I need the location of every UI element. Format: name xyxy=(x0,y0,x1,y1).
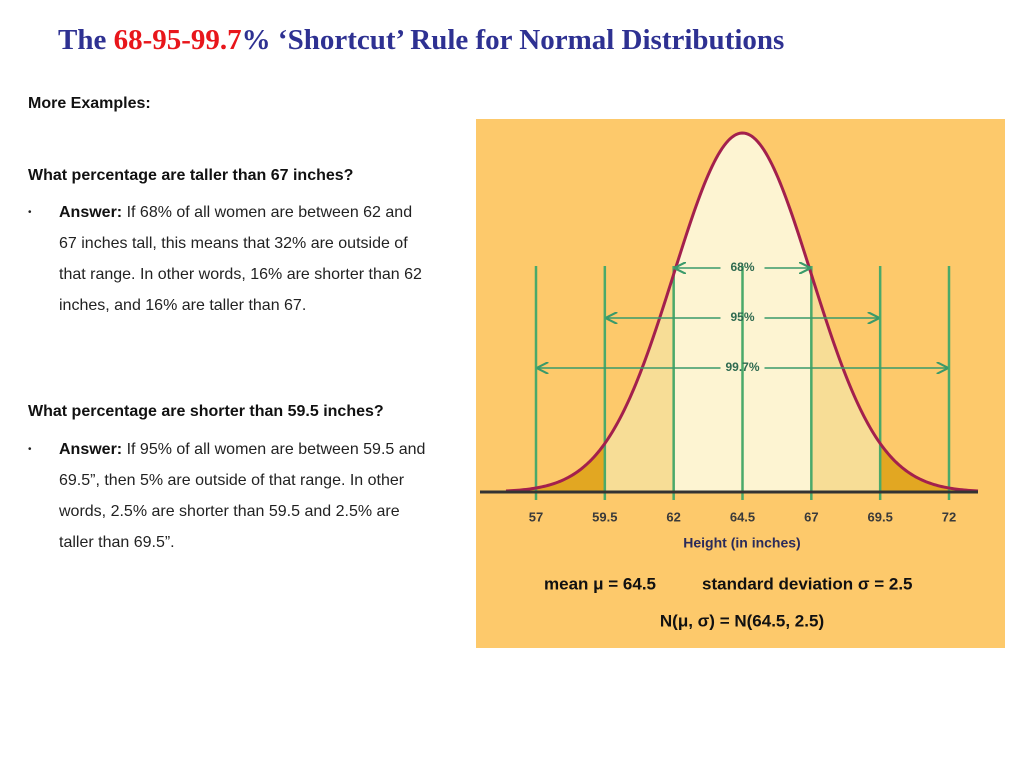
slide-title: The 68-95-99.7% ‘Shortcut’ Rule for Norm… xyxy=(58,24,784,57)
span-label: 68% xyxy=(730,260,754,274)
title-highlight: 68-95-99.7 xyxy=(113,24,242,56)
answer-text: If 95% of all women are between 59.5 and… xyxy=(59,441,426,551)
x-tick-label: 62 xyxy=(666,509,680,524)
title-part: The xyxy=(58,24,114,56)
x-tick-label: 57 xyxy=(529,509,543,524)
x-tick-label: 59.5 xyxy=(592,509,617,524)
x-tick-label: 67 xyxy=(804,509,818,524)
span-label: 95% xyxy=(730,310,754,324)
heading: More Examples: xyxy=(28,95,151,112)
curve-region xyxy=(506,443,605,492)
sd-text: standard deviation σ = 2.5 xyxy=(702,574,913,593)
question: What percentage are shorter than 59.5 in… xyxy=(28,403,384,420)
title-part: % ‘Shortcut’ Rule for Normal Distributio… xyxy=(241,24,785,56)
span-label: 99.7% xyxy=(725,360,759,374)
curve-region xyxy=(880,443,978,492)
x-tick-label: 64.5 xyxy=(730,509,755,524)
x-axis-label: Height (in inches) xyxy=(683,535,800,551)
answer: • Answer: If 68% of all women are between… xyxy=(28,197,428,321)
bullet: • xyxy=(28,444,32,455)
x-tick-label: 69.5 xyxy=(868,509,893,524)
answer-lead: Answer: xyxy=(59,204,123,221)
answer-lead: Answer: xyxy=(59,441,123,458)
normal-curve xyxy=(505,131,979,493)
bullet: • xyxy=(28,207,32,218)
mean-text: mean μ = 64.5 xyxy=(544,574,656,593)
question: What percentage are taller than 67 inche… xyxy=(28,167,354,184)
x-tick-label: 72 xyxy=(942,509,956,524)
notation: N(μ, σ) = N(64.5, 2.5) xyxy=(660,611,824,630)
answer: • Answer: If 95% of all women are between… xyxy=(28,434,428,558)
answer-text: If 68% of all women are between 62 and 6… xyxy=(59,204,422,314)
